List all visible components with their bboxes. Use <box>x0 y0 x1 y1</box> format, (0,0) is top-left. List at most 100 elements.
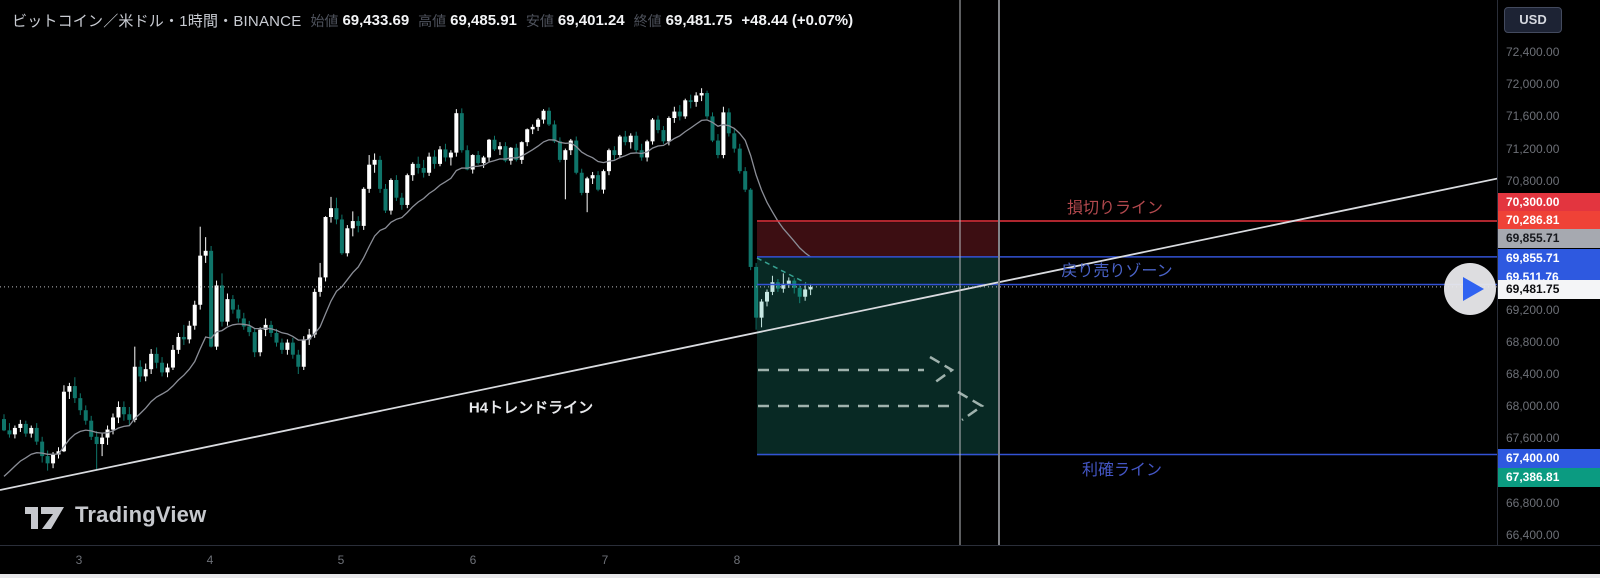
candle-body <box>525 129 530 143</box>
candle-body <box>209 250 214 347</box>
candle-body <box>710 116 715 141</box>
candle-body <box>89 420 94 437</box>
candle-body <box>279 342 284 350</box>
candle-body <box>394 179 399 198</box>
candle-body <box>781 283 786 289</box>
candle-body <box>372 159 377 165</box>
candle-body <box>759 301 764 318</box>
candle-body <box>45 456 50 464</box>
candle-body <box>650 119 655 142</box>
price-tick: 66,400.00 <box>1506 528 1560 542</box>
price-tick: 66,800.00 <box>1506 495 1560 510</box>
candle-body <box>214 285 219 347</box>
window-bottom-edge <box>0 574 1600 578</box>
candle-body <box>383 188 388 211</box>
candle-body <box>737 148 742 172</box>
candle-body <box>339 219 344 254</box>
candle-body <box>78 398 83 411</box>
stop-loss-zone[interactable] <box>757 222 999 257</box>
candlestick-series <box>2 88 813 471</box>
arrow-chevron-icon[interactable] <box>957 390 985 422</box>
candle-body <box>176 336 181 350</box>
time-tick: 4 <box>206 553 214 567</box>
close-label: 終値 <box>633 12 662 29</box>
currency-usd-button[interactable]: USD <box>1504 7 1562 33</box>
candle-body <box>247 326 252 333</box>
trendline-path[interactable] <box>0 177 1497 491</box>
candle-body <box>721 112 726 156</box>
candle-body <box>547 110 551 125</box>
candle-body <box>329 208 333 218</box>
candle-body <box>628 135 633 143</box>
candle-body <box>230 299 235 310</box>
candle-body <box>754 266 759 318</box>
open-value: 69,433.69 <box>342 12 410 29</box>
candle-body <box>470 155 475 170</box>
ma-path <box>3 119 811 477</box>
price-level-label: 69,855.71 <box>1498 228 1600 248</box>
candle-body <box>263 324 268 330</box>
candle-body <box>405 175 410 205</box>
candle-body <box>596 175 601 190</box>
candle-body <box>410 163 415 176</box>
candle-body <box>67 386 72 392</box>
sell-zone[interactable] <box>757 256 999 456</box>
candle-body <box>574 140 579 173</box>
candle-body <box>23 423 28 434</box>
sell-zone-label[interactable]: 戻り売りゾーン <box>1061 263 1173 280</box>
candle-body <box>105 429 110 438</box>
candle-body <box>699 93 704 96</box>
candle-body <box>34 427 39 442</box>
dashed-pullback-line[interactable] <box>756 257 807 284</box>
trendline-label[interactable]: H4トレンドライン <box>468 399 594 417</box>
high-label: 高値 <box>418 12 447 29</box>
price-tick: 72,400.00 <box>1506 45 1560 59</box>
candle-body <box>323 217 328 278</box>
candle-body <box>743 171 748 190</box>
stop-loss-label[interactable]: 損切りライン <box>1066 200 1164 217</box>
candle-body <box>726 112 731 134</box>
candle-body <box>623 136 628 143</box>
candle-body <box>225 299 230 322</box>
candle-body <box>132 366 137 420</box>
price-tick: 68,800.00 <box>1506 334 1560 349</box>
candle-body <box>116 407 121 418</box>
candle-body <box>40 441 45 457</box>
candle-body <box>579 172 584 193</box>
candle-body <box>808 286 813 290</box>
low-label: 安値 <box>525 12 554 29</box>
change-value: +48.44 (+0.07%) <box>741 12 854 29</box>
price-level-label: 70,286.81 <box>1498 210 1600 230</box>
price-level-label: 67,400.00 <box>1498 448 1600 468</box>
candle-body <box>519 142 524 160</box>
arrow-chevron-icon[interactable] <box>929 355 955 385</box>
play-button[interactable] <box>1444 263 1496 315</box>
time-axis[interactable]: 3 4 5 6 7 8 <box>0 545 1600 575</box>
price-tick: 71,600.00 <box>1506 109 1560 124</box>
dashed-pullback[interactable] <box>756 257 807 284</box>
candle-body <box>803 289 808 297</box>
candle-body <box>563 150 568 160</box>
time-tick: 7 <box>601 553 609 567</box>
candle-body <box>241 318 246 327</box>
candle-body <box>334 208 339 220</box>
candle-body <box>12 427 17 435</box>
candle-body <box>285 342 290 350</box>
horizontal-price-lines[interactable] <box>757 220 1497 456</box>
projection-arrows[interactable] <box>758 355 985 422</box>
take-profit-label[interactable]: 利確ライン <box>1081 462 1163 479</box>
candle-body <box>503 146 508 161</box>
candle-body <box>296 354 301 367</box>
candle-body <box>465 150 470 170</box>
candle-body <box>388 179 393 211</box>
h4-trendline[interactable] <box>0 177 1497 491</box>
candle-body <box>585 178 590 193</box>
symbol-title[interactable]: ビットコイン／米ドル・1時間・BINANCE <box>12 13 302 30</box>
candle-body <box>487 139 492 158</box>
tradingview-logo[interactable]: TradingView <box>24 500 206 530</box>
price-axis[interactable]: USD 72,400.00 72,000.00 71,600.00 71,200.00… <box>1497 0 1600 545</box>
candle-body <box>797 287 802 297</box>
candle-body <box>187 325 192 340</box>
candle-body <box>617 136 622 156</box>
play-icon[interactable] <box>1463 277 1484 301</box>
